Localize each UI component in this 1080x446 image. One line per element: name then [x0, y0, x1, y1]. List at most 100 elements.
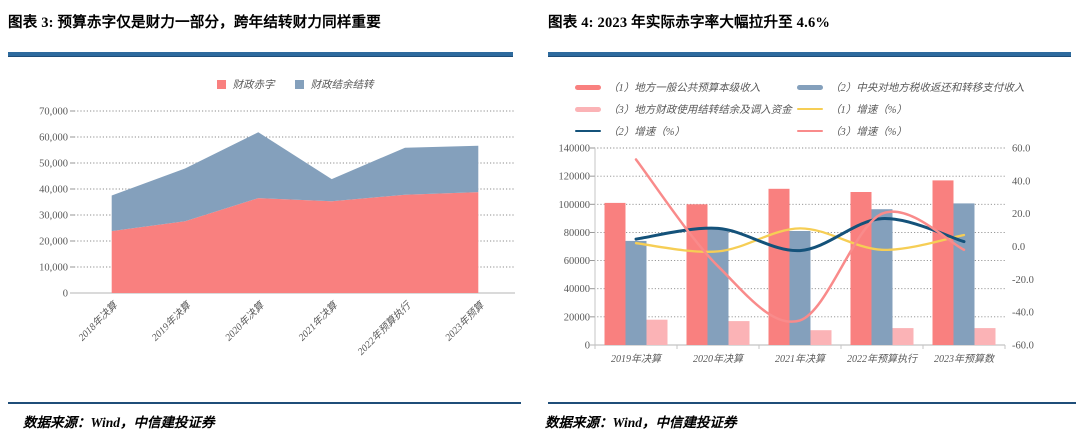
area-carryover: [111, 132, 479, 232]
bar-series-3-cat-2: [728, 321, 750, 345]
left-y-axis-labels: 140000 120000 100000 80000 60000 40000 20000 0: [559, 144, 591, 352]
grid-lines: [70, 110, 515, 268]
stacked-area-chart: 70,000 60,000 50,000 40,000 30,000 20,000 10,0…: [39, 107, 515, 358]
figure-4-data-source: 数据来源：Wind，中信建投证券: [545, 415, 737, 430]
figure-4-title: 图表 4: 2023 年实际赤字率大幅拉升至 4.6%: [548, 15, 831, 31]
bar-series-3-cat-4: [892, 328, 914, 345]
x-axis-labels: 2018年决算 2019年决算 2020年决算 2021年决算 2022年预算执行 202…: [76, 298, 488, 357]
svg-text:2020年决算: 2020年决算: [693, 353, 745, 365]
legend-label: 财政结余结转: [310, 80, 374, 91]
svg-text:20.0: 20.0: [1012, 209, 1030, 220]
svg-text:80000: 80000: [564, 228, 590, 239]
bar-series-3-cat-1: [646, 319, 668, 345]
legend-swatch-icon: [294, 80, 304, 89]
svg-text:20,000: 20,000: [39, 237, 68, 248]
growth-line-3: [634, 158, 966, 323]
bar-series-1-cat-5: [932, 180, 954, 345]
legend-item: （2）中央对地方税收返还和转移支付收入: [797, 80, 1024, 95]
legend-label: （3）增速（%）: [830, 126, 907, 138]
figure-3-title-divider: [8, 52, 513, 57]
svg-text:40.0: 40.0: [1012, 176, 1030, 187]
right-y-axis-labels: 60.0 40.0 20.0 0.0 -20.0 -40.0 -60.0: [1012, 144, 1034, 352]
legend-swatch-icon: [797, 107, 823, 111]
svg-text:0: 0: [585, 341, 590, 352]
x-axis-labels: 2019年决算 2020年决算 2021年决算 2022年预算执行 2023年预算数: [611, 353, 996, 365]
y-axis-labels: 70,000 60,000 50,000 40,000 30,000 20,000 10,0…: [39, 107, 68, 300]
svg-text:0: 0: [63, 289, 68, 300]
growth-line-1: [634, 227, 966, 253]
svg-text:-40.0: -40.0: [1012, 308, 1034, 319]
bar-series-2-cat-5: [953, 203, 975, 345]
bar-series-2-cat-4: [871, 209, 893, 345]
svg-text:2022年预算执行: 2022年预算执行: [847, 353, 919, 365]
legend-item: （1）地方一般公共预算本级收入: [575, 80, 783, 95]
svg-text:2019年决算: 2019年决算: [149, 298, 194, 343]
svg-text:-20.0: -20.0: [1012, 275, 1034, 286]
legend-item: （1）增速（%）: [797, 102, 1024, 117]
growth-line-2: [634, 217, 966, 253]
svg-text:100000: 100000: [559, 200, 591, 211]
legend-label: （2）增速（%）: [608, 126, 685, 138]
legend-label: （2）中央对地方税收返还和转移支付收入: [830, 82, 1025, 94]
svg-text:140000: 140000: [559, 144, 591, 155]
figure-3-footer-divider: [8, 402, 521, 405]
figure-4-title-divider: [548, 52, 1071, 57]
figure-4-panel: 图表 4: 2023 年实际赤字率大幅拉升至 4.6% （1）地方一般公共预算本…: [540, 0, 1080, 446]
bar-line-combo-chart: 140000 120000 100000 80000 60000 40000 20000 0 6…: [559, 144, 1034, 366]
svg-text:2021年决算: 2021年决算: [775, 353, 827, 365]
figure-4-footer-divider: [548, 402, 1076, 405]
bar-series-1-cat-2: [686, 204, 708, 345]
legend-label: 财政赤字: [232, 80, 275, 91]
svg-text:2019年决算: 2019年决算: [611, 353, 663, 365]
svg-text:120000: 120000: [559, 172, 591, 183]
bar-series: [604, 180, 996, 345]
bar-series-2-cat-1: [625, 240, 647, 345]
svg-text:2022年预算执行: 2022年预算执行: [355, 298, 414, 357]
svg-text:60000: 60000: [564, 256, 590, 267]
svg-text:40,000: 40,000: [39, 185, 68, 196]
svg-text:2020年决算: 2020年决算: [223, 298, 268, 343]
svg-text:50,000: 50,000: [39, 159, 68, 170]
legend-item: 财政赤字: [216, 77, 275, 92]
x-axis-ticks: [594, 345, 1006, 349]
figure-3-panel: 图表 3: 预算赤字仅是财力一部分，跨年结转财力同样重要 财政赤字 财政结余结转 …: [8, 15, 521, 430]
figure-3-data-source: 数据来源：Wind，中信建投证券: [23, 415, 215, 430]
legend-item: （3）增速（%）: [797, 124, 1024, 139]
bar-series-2-cat-2: [707, 228, 729, 345]
figure-4-legend: （1）地方一般公共预算本级收入 （2）中央对地方税收返还和转移支付收入 （3）地方财…: [575, 76, 1024, 142]
figure-3-title: 图表 3: 预算赤字仅是财力一部分，跨年结转财力同样重要: [8, 15, 381, 31]
svg-text:0.0: 0.0: [1012, 242, 1025, 253]
svg-text:30,000: 30,000: [39, 211, 68, 222]
svg-text:2021年决算: 2021年决算: [296, 298, 341, 343]
svg-text:2023年预算数: 2023年预算数: [934, 353, 996, 365]
svg-text:-60.0: -60.0: [1012, 341, 1034, 352]
legend-swatch-icon: [216, 80, 226, 89]
area-deficit: [111, 192, 479, 293]
svg-text:2018年决算: 2018年决算: [76, 298, 121, 343]
legend-swatch-icon: [797, 129, 823, 133]
bar-series-1-cat-1: [604, 202, 626, 345]
legend-item: 财政结余结转: [294, 77, 374, 92]
svg-text:40000: 40000: [564, 284, 590, 295]
legend-item: （2）增速（%）: [575, 124, 783, 139]
legend-label: （1）增速（%）: [830, 104, 907, 116]
legend-swatch-icon: [575, 84, 601, 90]
legend-swatch-icon: [797, 84, 823, 90]
bar-series-3-cat-5: [974, 328, 996, 345]
area-series: [111, 132, 479, 293]
bar-series-1-cat-3: [768, 188, 790, 345]
svg-text:60,000: 60,000: [39, 133, 68, 144]
legend-item: （3）地方财政使用结转结余及调入资金: [575, 102, 792, 117]
bar-series-3-cat-3: [810, 330, 832, 345]
svg-text:20000: 20000: [564, 312, 590, 323]
svg-text:70,000: 70,000: [39, 107, 68, 118]
line-series: [634, 158, 966, 323]
legend-label: （1）地方一般公共预算本级收入: [608, 82, 761, 94]
legend-swatch-icon: [575, 129, 601, 133]
bar-series-1-cat-4: [850, 192, 872, 345]
legend-swatch-icon: [575, 106, 601, 112]
svg-text:60.0: 60.0: [1012, 144, 1030, 155]
svg-text:10,000: 10,000: [39, 263, 68, 274]
svg-text:2023年预算: 2023年预算: [443, 298, 488, 343]
legend-label: （3）地方财政使用结转结余及调入资金: [608, 104, 792, 116]
